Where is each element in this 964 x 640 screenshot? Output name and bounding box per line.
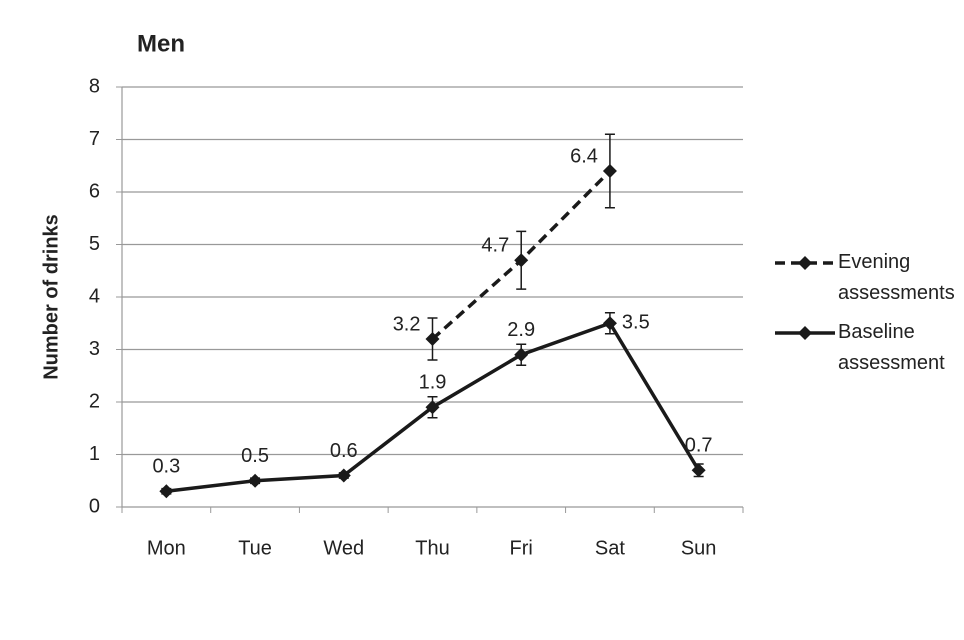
legend-marker bbox=[798, 256, 812, 270]
x-tick-label: Fri bbox=[510, 537, 533, 559]
data-label: 0.5 bbox=[241, 445, 269, 467]
marker bbox=[514, 253, 529, 268]
y-tick-label: 1 bbox=[89, 443, 100, 465]
marker bbox=[514, 347, 529, 362]
y-tick-label: 5 bbox=[89, 233, 100, 255]
data-label: 0.3 bbox=[152, 456, 180, 478]
y-tick-label: 8 bbox=[89, 75, 100, 97]
data-label: 1.9 bbox=[419, 372, 447, 394]
data-label: 0.7 bbox=[685, 435, 713, 457]
data-label: 3.2 bbox=[393, 313, 421, 335]
data-label: 3.5 bbox=[622, 312, 650, 334]
x-tick-label: Sat bbox=[595, 537, 625, 559]
marker bbox=[248, 473, 263, 488]
chart-title: Men bbox=[137, 30, 185, 57]
legend-label: Baseline assessment bbox=[838, 321, 945, 374]
legend-marker bbox=[798, 326, 812, 340]
x-tick-label: Wed bbox=[323, 537, 364, 559]
data-label: 2.9 bbox=[507, 319, 535, 341]
x-tick-label: Mon bbox=[147, 537, 186, 559]
x-tick-label: Sun bbox=[681, 537, 717, 559]
data-label: 4.7 bbox=[481, 235, 509, 257]
marker bbox=[602, 316, 617, 331]
marker bbox=[425, 332, 440, 346]
marker bbox=[336, 468, 351, 483]
marker bbox=[425, 400, 440, 415]
data-label: 6.4 bbox=[570, 145, 598, 167]
x-tick-label: Tue bbox=[238, 537, 272, 559]
legend-label: Evening assessments bbox=[838, 251, 955, 304]
marker bbox=[602, 164, 617, 178]
y-tick-label: 2 bbox=[89, 390, 100, 412]
y-tick-label: 0 bbox=[89, 495, 100, 517]
y-tick-label: 7 bbox=[89, 128, 100, 150]
marker bbox=[159, 484, 174, 499]
x-tick-label: Thu bbox=[415, 537, 449, 559]
y-tick-label: 6 bbox=[89, 180, 100, 202]
y-tick-label: 4 bbox=[89, 285, 100, 307]
data-label: 0.6 bbox=[330, 440, 358, 462]
marker bbox=[691, 463, 706, 478]
y-axis-label: Number of drinks bbox=[40, 214, 62, 380]
y-tick-label: 3 bbox=[89, 338, 100, 360]
